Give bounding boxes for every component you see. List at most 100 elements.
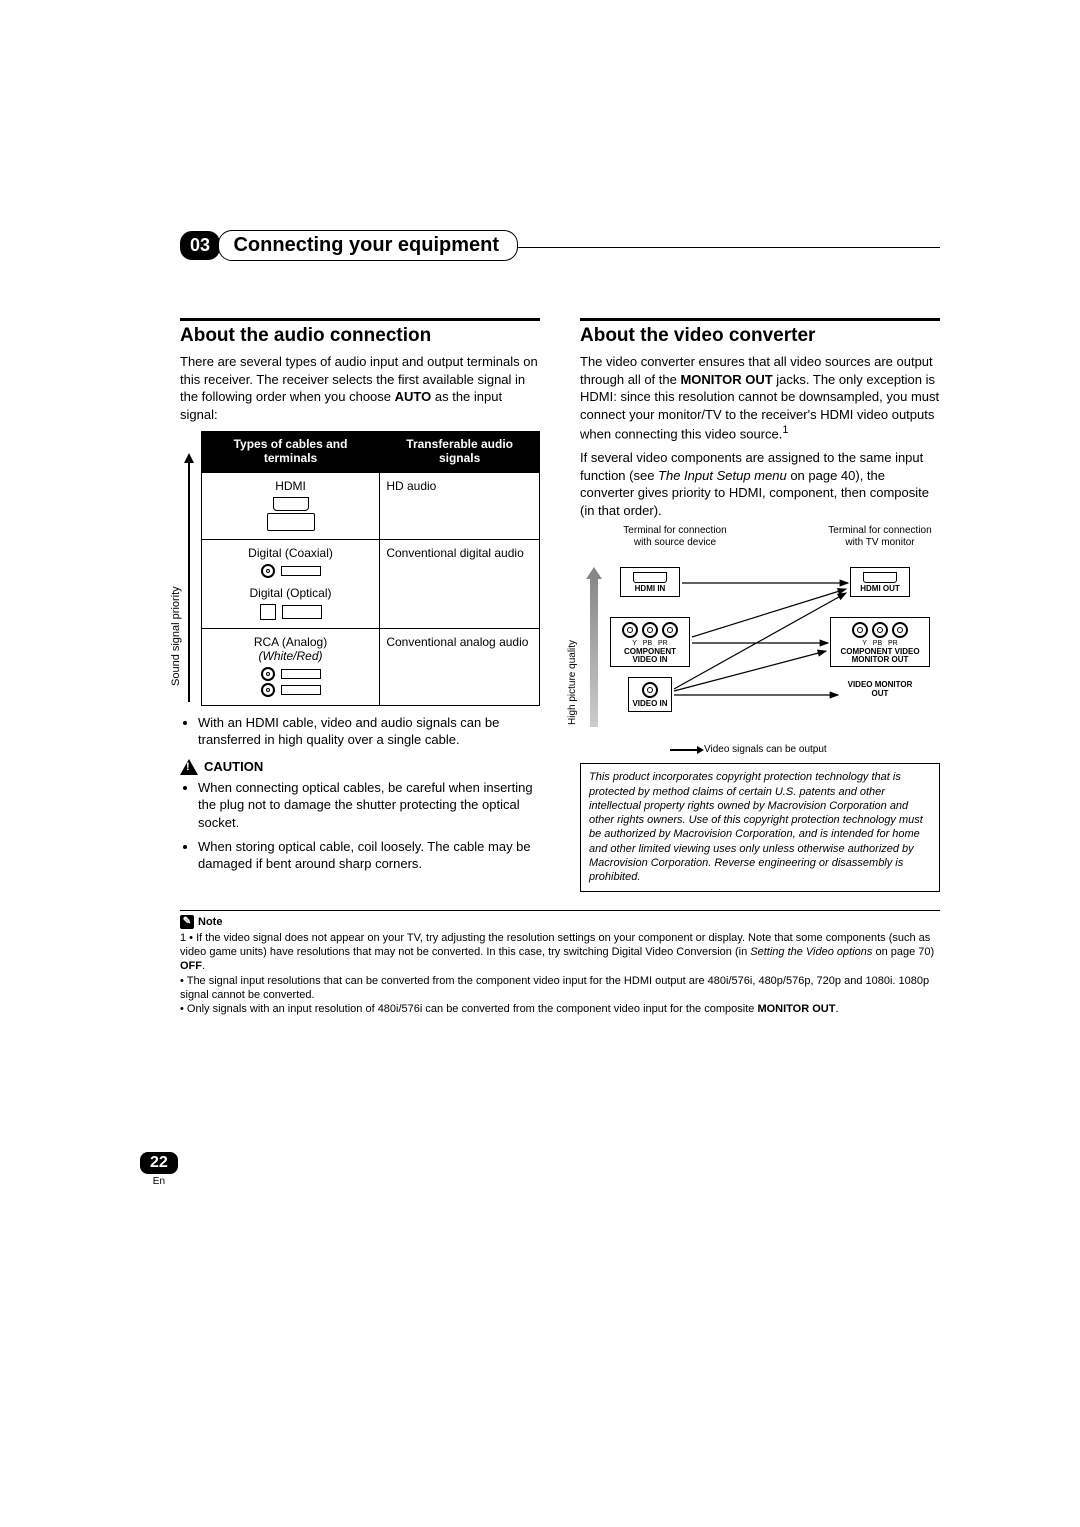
coax-plug-icon xyxy=(281,566,321,576)
caution-bullets: When connecting optical cables, be caref… xyxy=(180,779,540,873)
audio-table-wrap: Sound signal priority Types of cables an… xyxy=(180,431,540,706)
cell-signal: HD audio xyxy=(380,472,540,539)
fn1-b: Setting the Video options xyxy=(750,946,872,958)
rca-jack-icon xyxy=(261,683,275,697)
page-lang: En xyxy=(140,1176,178,1187)
caution-heading: CAUTION xyxy=(180,759,540,775)
chapter-title: Connecting your equipment xyxy=(218,230,518,261)
rca-plug-icon xyxy=(281,669,321,679)
quality-gradient-arrow-icon xyxy=(590,577,598,727)
section-rule xyxy=(180,318,540,321)
component-out-label: COMPONENT VIDEO MONITOR OUT xyxy=(840,647,919,664)
cell-rca: RCA (Analog) (White/Red) xyxy=(201,628,380,705)
copyright-notice-box: This product incorporates copyright prot… xyxy=(580,763,940,891)
list-item: When storing optical cable, coil loosely… xyxy=(198,838,540,873)
vp2-b: The Input Setup menu xyxy=(658,468,787,483)
video-p2: If several video components are assigned… xyxy=(580,449,940,519)
cable-label: Digital (Optical) xyxy=(208,586,374,600)
arrow-icon xyxy=(670,749,698,751)
fn1-d: OFF xyxy=(180,960,202,972)
diagram-right-head: Terminal for connection with TV monitor xyxy=(820,525,940,548)
table-row: HDMI HD audio xyxy=(201,472,539,539)
vp1-b: MONITOR OUT xyxy=(680,372,772,387)
composite-in-label: VIDEO IN xyxy=(632,699,667,708)
two-column-layout: About the audio connection There are sev… xyxy=(180,318,940,892)
cell-signal: Conventional digital audio xyxy=(380,539,540,628)
fn1-e: . xyxy=(202,960,205,972)
priority-axis: Sound signal priority xyxy=(180,431,201,706)
diagram-legend: Video signals can be output xyxy=(670,744,827,755)
manual-page: 03 Connecting your equipment About the a… xyxy=(0,0,1080,1527)
fn2: The signal input resolutions that can be… xyxy=(180,975,929,1001)
audio-bullets: With an HDMI cable, video and audio sign… xyxy=(180,714,540,749)
left-column: About the audio connection There are sev… xyxy=(180,318,540,892)
hdmi-in-label: HDMI IN xyxy=(635,584,666,593)
priority-arrow-icon xyxy=(188,461,190,702)
audio-cable-table: Types of cables and terminals Transferab… xyxy=(201,431,540,706)
cell-digital: Digital (Coaxial) Digital (Optical) xyxy=(201,539,380,628)
cell-signal: Conventional analog audio xyxy=(380,628,540,705)
note-heading: ✎ Note xyxy=(180,915,940,929)
composite-in-box: VIDEO IN xyxy=(628,677,672,711)
fn3-b: MONITOR OUT xyxy=(757,1003,835,1015)
component-out-box: Y PB PR COMPONENT VIDEO MONITOR OUT xyxy=(830,617,930,667)
diagram-left-head: Terminal for connection with source devi… xyxy=(620,525,730,548)
legend-text: Video signals can be output xyxy=(704,744,827,755)
hdmi-port-icon xyxy=(273,497,309,511)
table-row: RCA (Analog) (White/Red) Conventional an… xyxy=(201,628,539,705)
note-label: Note xyxy=(198,916,222,928)
hdmi-out-label: HDMI OUT xyxy=(860,584,900,593)
table-row: Digital (Coaxial) Digital (Optical) Conv… xyxy=(201,539,539,628)
list-item: When connecting optical cables, be caref… xyxy=(198,779,540,832)
hdmi-slot-icon xyxy=(863,572,897,583)
jack-icon xyxy=(622,622,638,638)
optical-port-icon xyxy=(260,604,276,620)
right-column: About the video converter The video conv… xyxy=(580,318,940,892)
coax-jack-icon xyxy=(261,564,275,578)
page-number: 22 xyxy=(140,1152,178,1174)
component-in-box: Y PB PR COMPONENT VIDEO IN xyxy=(610,617,690,667)
audio-intro: There are several types of audio input a… xyxy=(180,353,540,423)
list-item: With an HDMI cable, video and audio sign… xyxy=(198,714,540,749)
optical-plug-icon xyxy=(282,605,322,619)
vp1-sup: 1 xyxy=(782,424,788,436)
video-routing-diagram: Terminal for connection with source devi… xyxy=(580,525,940,755)
jack-icon xyxy=(852,622,868,638)
hdmi-in-box: HDMI IN xyxy=(620,567,680,596)
jack-icon xyxy=(892,622,908,638)
note-icon: ✎ xyxy=(180,915,194,929)
audio-section-heading: About the audio connection xyxy=(180,325,540,347)
rca-label: RCA (Analog) xyxy=(254,635,327,649)
jack-icon xyxy=(642,682,658,698)
component-in-label: COMPONENT VIDEO IN xyxy=(624,647,676,664)
chapter-header: 03 Connecting your equipment xyxy=(180,230,940,248)
cable-label: Digital (Coaxial) xyxy=(208,546,374,560)
rca-note: (White/Red) xyxy=(259,649,323,663)
rca-plug-icon xyxy=(281,685,321,695)
composite-out-box: VIDEO MONITOR OUT xyxy=(840,681,920,700)
jack-icon xyxy=(642,622,658,638)
composite-out-label: VIDEO MONITOR OUT xyxy=(848,680,913,697)
warning-triangle-icon xyxy=(180,759,198,775)
jack-icon xyxy=(662,622,678,638)
fn3-c: . xyxy=(835,1003,838,1015)
footnote-text: 1 • If the video signal does not appear … xyxy=(180,931,940,1017)
hdmi-plug-icon xyxy=(267,513,315,531)
video-section-heading: About the video converter xyxy=(580,325,940,347)
caution-label: CAUTION xyxy=(204,759,263,774)
hdmi-slot-icon xyxy=(633,572,667,583)
cable-label: HDMI xyxy=(208,479,374,493)
video-p1: The video converter ensures that all vid… xyxy=(580,353,940,443)
cell-hdmi: HDMI xyxy=(201,472,380,539)
jack-icon xyxy=(872,622,888,638)
chapter-number-badge: 03 xyxy=(180,231,220,260)
section-rule xyxy=(580,318,940,321)
col-header-cables: Types of cables and terminals xyxy=(201,432,380,473)
priority-label: Sound signal priority xyxy=(170,586,182,686)
rca-jack-icon xyxy=(261,667,275,681)
table-header-row: Types of cables and terminals Transferab… xyxy=(201,432,539,473)
footnote-rule xyxy=(180,910,940,911)
fn1-c: on page 70) xyxy=(872,946,934,958)
page-number-block: 22 En xyxy=(140,1152,178,1187)
cable-label: RCA (Analog) (White/Red) xyxy=(208,635,374,663)
